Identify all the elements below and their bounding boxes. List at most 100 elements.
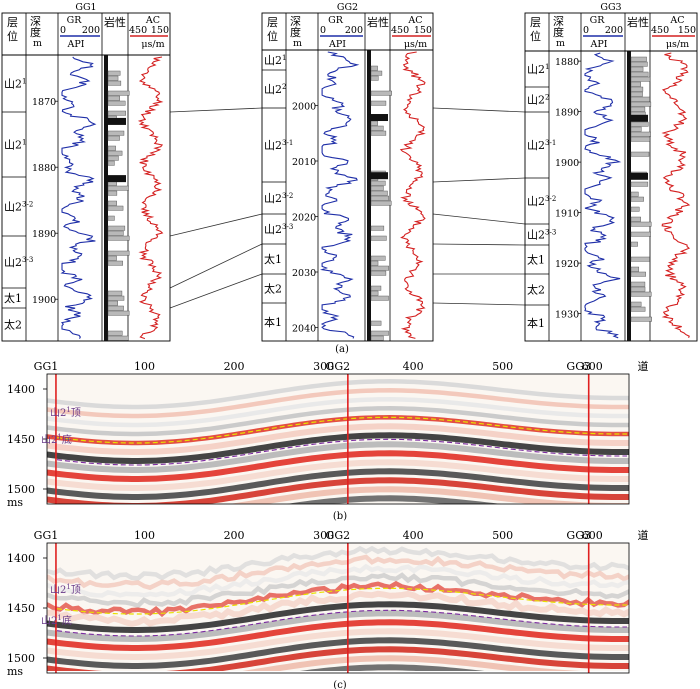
layer-label: 山23-2	[264, 192, 293, 205]
lith-sand-block	[630, 196, 644, 202]
lith-sand-block	[370, 265, 389, 271]
correlation-line	[169, 107, 263, 113]
time-tick: 1400	[7, 383, 35, 396]
correlation-line	[169, 213, 263, 237]
trace-tick: 600	[582, 529, 603, 542]
lith-sand-block	[107, 260, 123, 266]
lith-sand-block	[107, 185, 129, 191]
lith-coal-bed	[627, 114, 648, 122]
gr-curve	[60, 56, 97, 339]
ac-min: 450	[391, 25, 409, 36]
lith-sand-block	[630, 181, 649, 187]
lith-sand-block	[370, 335, 384, 341]
lith-sand-block	[630, 286, 646, 292]
trace-tick: 400	[403, 529, 424, 542]
time-tick: 1500	[7, 483, 35, 496]
gr-header: GR	[328, 15, 344, 26]
reflector	[47, 563, 629, 598]
layer-label: 山21	[4, 78, 26, 91]
lith-sand-block	[370, 195, 389, 201]
gr-min: 0	[583, 25, 589, 36]
lith-sand-block	[107, 80, 122, 86]
layer-label: 山23-3	[527, 229, 556, 242]
lith-sand-block	[107, 330, 123, 336]
reflector	[47, 572, 629, 609]
reflector	[47, 468, 629, 500]
reflector	[47, 637, 629, 669]
lith-sand-block	[107, 75, 119, 81]
lith-sand-block	[107, 135, 120, 141]
lith-sand-block	[370, 75, 379, 81]
well-label: GG2	[326, 360, 351, 373]
depth-tick: 1900	[32, 295, 56, 306]
layer-label: 太1	[4, 292, 22, 305]
depth-tick: 2040	[292, 324, 316, 335]
lith-sand-block	[630, 76, 651, 82]
depth-tick: 1870	[32, 97, 56, 108]
lith-sand-block	[107, 230, 124, 236]
lith-coal-bed	[367, 172, 388, 180]
depth-header: 深	[290, 15, 301, 28]
ac-curve	[137, 56, 164, 340]
depth-tick: 2030	[292, 268, 316, 279]
correlation-line	[432, 107, 526, 113]
lith-sand-block	[630, 121, 649, 127]
lith-sand-block	[630, 316, 652, 322]
depth-header: 深	[553, 15, 564, 28]
lith-sand-block	[107, 215, 115, 221]
layer-label: 山22	[264, 83, 286, 96]
depth-tick: 2010	[292, 157, 316, 168]
seismic-section-c: GG1 GG2 GG3 100 200 300 400 500 600 道 1400 1450 1500…	[7, 528, 649, 689]
correlation-line	[432, 213, 526, 225]
trace-tick: 200	[224, 360, 245, 373]
layer-header: 层	[530, 16, 541, 29]
trace-tick: 100	[134, 360, 155, 373]
layer-label: 山23-3	[4, 256, 33, 269]
correlation-line	[432, 302, 526, 306]
ac-unit: μs/m	[141, 39, 164, 50]
lith-sand-block	[370, 285, 382, 291]
lith-sand-block	[107, 255, 117, 261]
layer-label: 山23-2	[4, 201, 33, 214]
lith-coal-strip	[104, 55, 108, 341]
lith-sand-block	[630, 291, 652, 297]
gr-max: 200	[345, 25, 363, 36]
lith-sand-block	[630, 301, 642, 307]
lith-sand-block	[107, 145, 116, 151]
depth-tick: 1890	[32, 229, 56, 240]
depth-tick: 1920	[555, 259, 579, 270]
gr-min: 0	[60, 25, 66, 36]
reflector	[47, 545, 629, 581]
depth-header-2: 度	[553, 25, 564, 39]
panel-label: (b)	[333, 511, 347, 522]
lith-coal-strip	[367, 50, 371, 341]
layer-label: 太2	[264, 283, 282, 296]
lith-sand-block	[107, 300, 118, 306]
lith-sand-block	[630, 231, 651, 237]
gr-curve	[584, 52, 622, 339]
lith-sand-block	[107, 335, 129, 341]
time-unit: ms	[7, 665, 23, 678]
lith-sand-block	[370, 65, 378, 71]
gr-curve	[319, 51, 360, 339]
reflector	[242, 655, 581, 671]
gr-unit: API	[589, 39, 607, 50]
reflector	[47, 628, 629, 660]
lith-coal-bed	[104, 175, 126, 183]
lith-sand-block	[107, 235, 130, 241]
layer-label: 太2	[527, 284, 545, 297]
well-name: GG3	[600, 2, 621, 13]
layer-header-2: 位	[7, 29, 18, 43]
horizon-top-label: 山21顶	[50, 406, 81, 419]
lith-sand-block	[370, 320, 382, 326]
lith-sand-block	[107, 100, 126, 106]
gr-unit: API	[328, 39, 346, 50]
ac-curve	[399, 51, 426, 339]
ac-header: AC	[407, 15, 422, 26]
lith-sand-block	[370, 180, 386, 186]
lith-sand-block	[630, 56, 647, 62]
lith-sand-block	[630, 191, 639, 197]
layer-label: 山23-1	[527, 139, 556, 152]
trace-tick: 600	[582, 360, 603, 373]
